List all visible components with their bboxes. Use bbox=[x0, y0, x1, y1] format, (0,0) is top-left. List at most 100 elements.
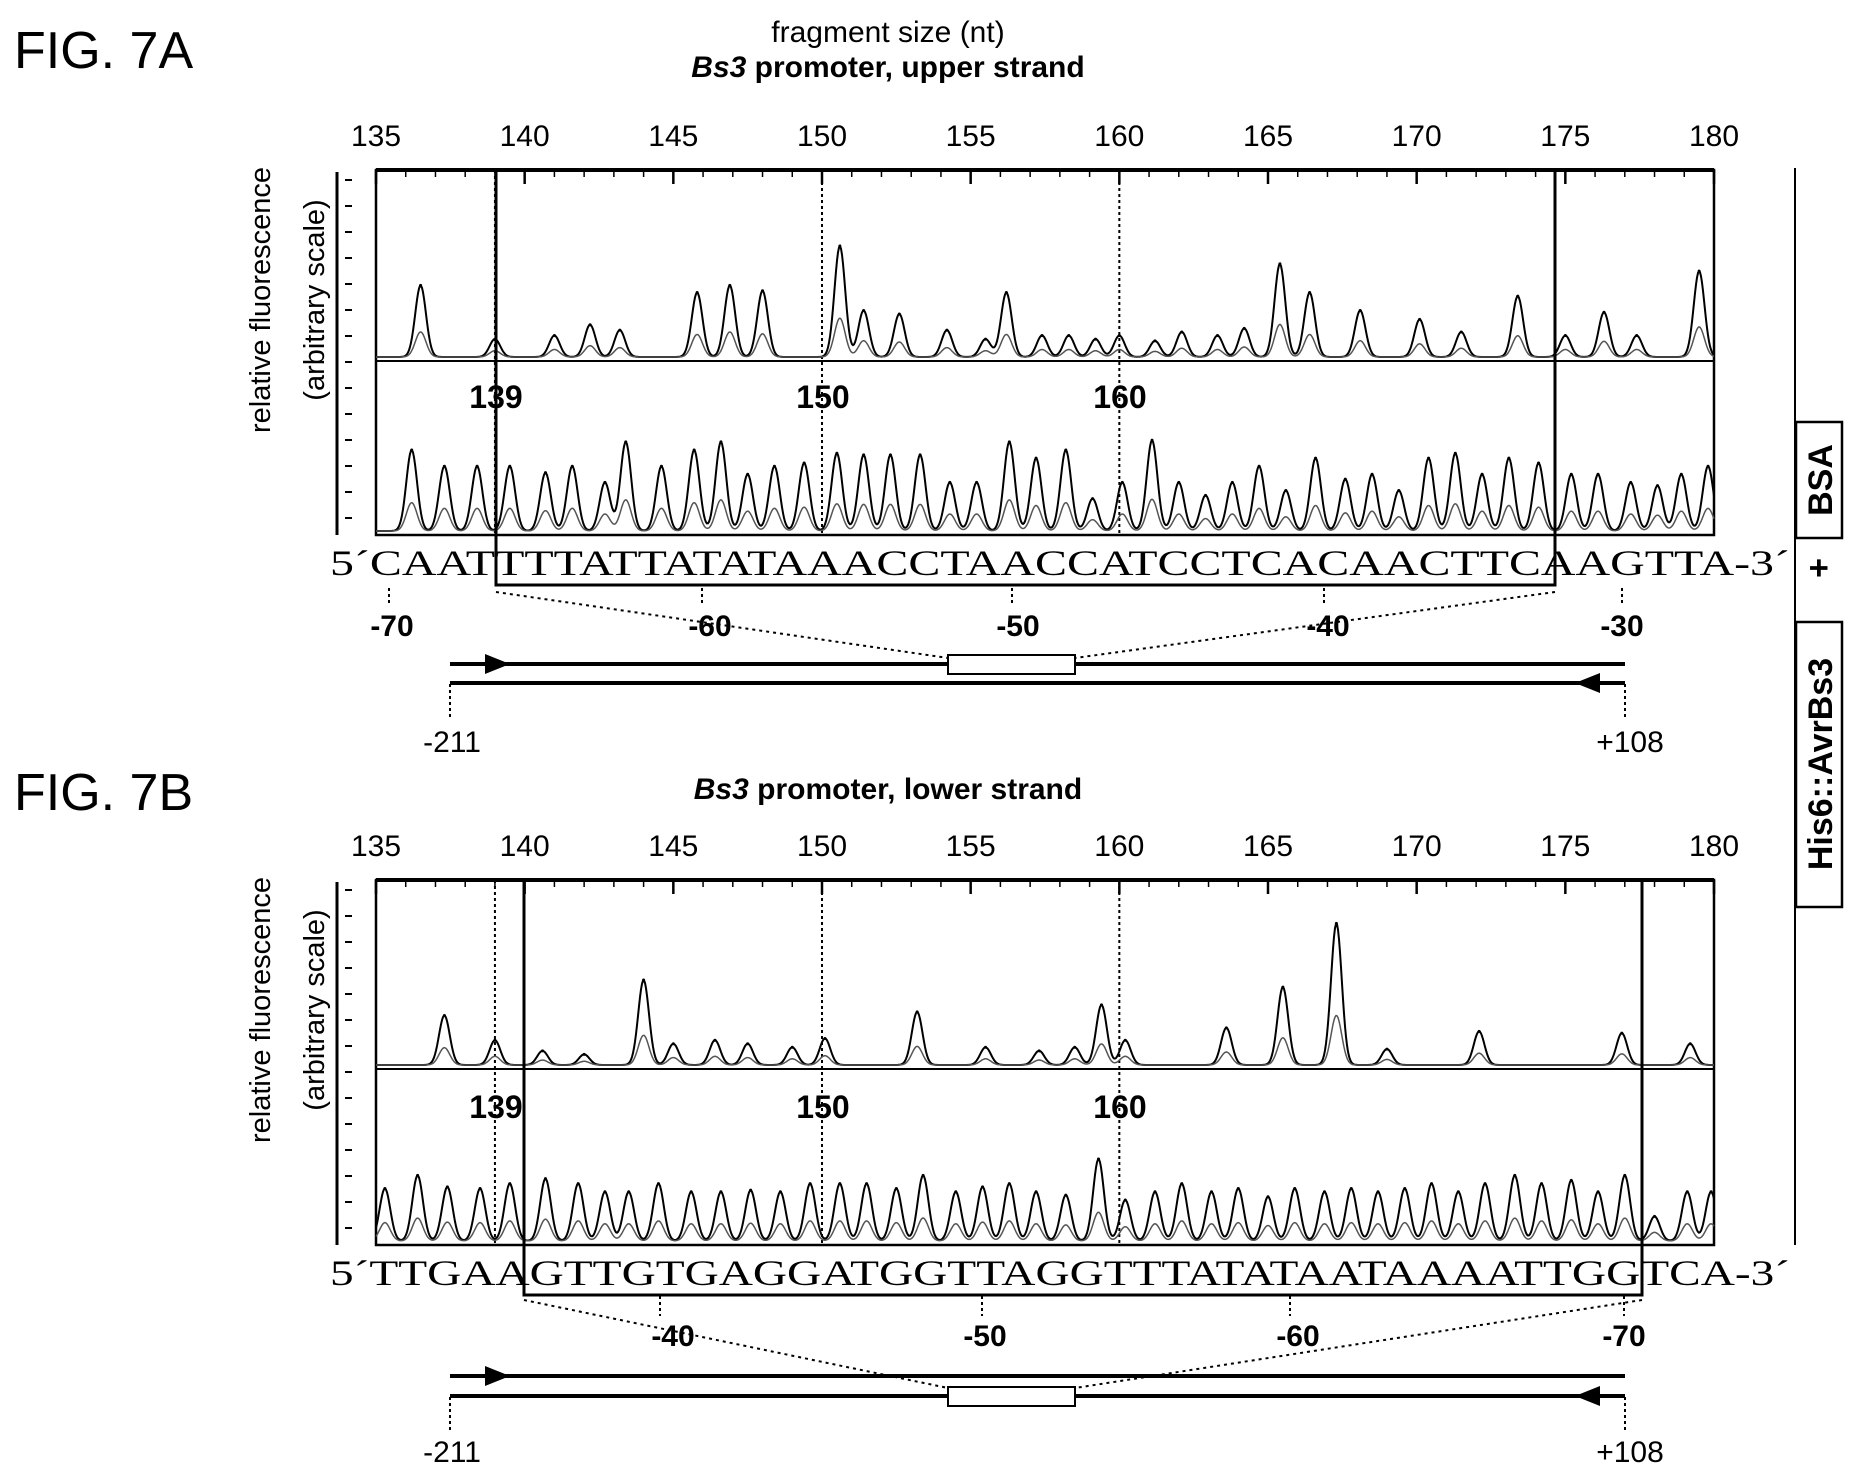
title-rest: promoter, upper strand bbox=[746, 51, 1084, 84]
peak-point bbox=[1037, 1049, 1041, 1053]
pos-label-60: -60 bbox=[1276, 1320, 1319, 1353]
seq-boxed: GTTGTGAGGATGGTTAGGTTTATATAATAAAATTGG bbox=[530, 1253, 1641, 1293]
peak-point bbox=[1180, 330, 1184, 334]
peak-point bbox=[1314, 456, 1318, 460]
peak-point bbox=[1706, 464, 1710, 468]
bsa-box bbox=[1794, 420, 1844, 540]
peak-point bbox=[761, 289, 765, 293]
ylabel-line1: relative fluorescence bbox=[245, 877, 277, 1143]
x-tick-label: 145 bbox=[648, 120, 698, 153]
peak-point bbox=[1480, 472, 1484, 476]
peak-point bbox=[1456, 1190, 1460, 1194]
peak-point bbox=[383, 1187, 387, 1191]
peak-point bbox=[410, 448, 414, 452]
zoom-line-right bbox=[1074, 1299, 1643, 1389]
seq-prefix: 5´ bbox=[330, 543, 370, 583]
peak-point bbox=[1278, 262, 1282, 266]
peak-point bbox=[1334, 921, 1338, 925]
peak-point bbox=[1123, 1198, 1127, 1202]
peak-point bbox=[1343, 477, 1347, 481]
peak-point bbox=[894, 1187, 898, 1191]
peak-point bbox=[1120, 480, 1124, 484]
peak-point bbox=[1349, 1187, 1353, 1191]
peak-point bbox=[1385, 1047, 1389, 1051]
x-tick-label: 135 bbox=[351, 830, 401, 863]
peak-point bbox=[1117, 334, 1121, 338]
peak-point bbox=[1653, 1214, 1657, 1218]
peak-point bbox=[1459, 330, 1463, 334]
fig-7a: FIG. 7A fragment size (nt) Bs3 promoter,… bbox=[14, 16, 1790, 759]
peak-point bbox=[749, 1188, 753, 1192]
x-tick-label: 155 bbox=[946, 120, 996, 153]
dna-sequence: 5´ CAAT TTTATTATATAAACCTAACCATCCTCACAACTTC… bbox=[330, 543, 1790, 583]
peak-point bbox=[475, 464, 479, 468]
fig-7a-title: Bs3 promoter, upper strand bbox=[691, 51, 1084, 84]
peak-point bbox=[1308, 291, 1312, 295]
peak-point bbox=[862, 308, 866, 312]
peak-point bbox=[1397, 489, 1401, 492]
peak-point bbox=[1569, 472, 1573, 476]
peak-point bbox=[1477, 1029, 1481, 1033]
peak-point bbox=[1064, 448, 1068, 452]
ylabel-line2: (arbitrary scale) bbox=[299, 199, 331, 400]
fig-7b: FIG. 7B Bs3 promoter, lower strand relat… bbox=[14, 764, 1790, 1469]
peak-point bbox=[543, 471, 547, 475]
peak-point bbox=[1679, 472, 1683, 476]
peak-point bbox=[656, 1182, 660, 1186]
peak-point bbox=[772, 464, 776, 468]
zoom-line-left bbox=[495, 591, 949, 659]
x-tick-label: 160 bbox=[1094, 830, 1144, 863]
trace-secondary bbox=[376, 317, 1715, 358]
peak-point bbox=[1266, 1195, 1270, 1199]
peak-point bbox=[1596, 472, 1600, 476]
pos-label-40: -40 bbox=[651, 1320, 694, 1353]
peak-point bbox=[570, 464, 574, 468]
peak-point bbox=[1236, 1187, 1240, 1191]
trace-secondary bbox=[376, 498, 1715, 532]
fig-7a-label: FIG. 7A bbox=[14, 22, 193, 80]
ylabel-line2: (arbitrary scale) bbox=[299, 909, 331, 1110]
peak-point bbox=[954, 1190, 958, 1194]
seq-before: CAAT bbox=[370, 543, 495, 583]
y-axis-label: relative fluorescence (arbitrary scale) bbox=[245, 167, 331, 433]
peak-point bbox=[576, 1182, 580, 1186]
peak-point bbox=[1629, 480, 1633, 484]
peak-point bbox=[1596, 1190, 1600, 1194]
peak-point bbox=[627, 1190, 631, 1194]
peak-point bbox=[1177, 480, 1181, 484]
primer-left-label: -211 bbox=[423, 1436, 481, 1469]
trace-avrbs3 bbox=[375, 1158, 1715, 1242]
forward-primer-arrow bbox=[485, 654, 510, 674]
peak-point bbox=[1204, 493, 1208, 497]
peak-point bbox=[1224, 1026, 1228, 1030]
peak-point bbox=[1563, 334, 1567, 338]
peak-point bbox=[862, 453, 866, 457]
peak-point bbox=[1091, 497, 1095, 501]
title-gene: Bs3 bbox=[694, 773, 749, 806]
peak-point bbox=[1007, 1182, 1011, 1186]
traces bbox=[376, 244, 1715, 532]
x-tick-label: 175 bbox=[1540, 120, 1590, 153]
zoom-line-left bbox=[523, 1299, 949, 1389]
plus-sign: + bbox=[1800, 558, 1838, 578]
peak-point bbox=[1094, 337, 1098, 341]
peak-point bbox=[1569, 1178, 1573, 1182]
y-ticks bbox=[345, 179, 352, 519]
x-tick-label: 160 bbox=[1094, 120, 1144, 153]
protein-label: His6::AvrBs3 bbox=[1802, 658, 1840, 870]
peak-point bbox=[1064, 1193, 1068, 1197]
top-axis-label: fragment size (nt) bbox=[771, 16, 1004, 49]
peak-point bbox=[915, 1010, 919, 1014]
fig-7b-label: FIG. 7B bbox=[14, 764, 193, 822]
peak-point bbox=[659, 464, 663, 468]
position-guides bbox=[493, 880, 1121, 1245]
peak-point bbox=[478, 1187, 482, 1191]
pos-label-50: -50 bbox=[996, 610, 1039, 643]
peak-point bbox=[1656, 484, 1660, 488]
peak-point bbox=[1322, 1190, 1326, 1194]
peak-point bbox=[897, 312, 901, 316]
peak-point bbox=[1215, 334, 1219, 338]
peak-point bbox=[416, 1173, 420, 1177]
peak-point bbox=[984, 337, 988, 341]
